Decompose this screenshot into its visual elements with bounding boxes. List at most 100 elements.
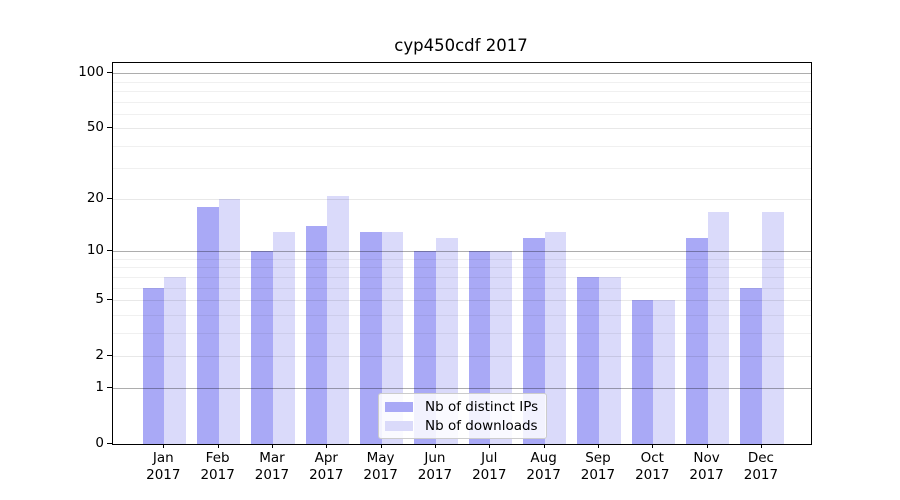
gridline xyxy=(113,267,811,269)
x-tick-month: Feb xyxy=(205,450,230,466)
x-axis-tick-label: Jun 2017 xyxy=(405,450,465,483)
bar-downloads-oct xyxy=(653,300,675,444)
y-axis-tick-label: 10 xyxy=(86,242,104,259)
bar-distinct-ips-may xyxy=(359,231,382,444)
y-axis-tick-label: 2 xyxy=(95,346,104,363)
gridline xyxy=(113,199,811,201)
bar-downloads-dec xyxy=(761,211,784,444)
x-tick-month: Jan xyxy=(152,450,174,466)
x-tick-mark xyxy=(217,444,219,448)
bar-downloads-may xyxy=(381,231,404,444)
x-tick-month: Jun xyxy=(424,450,446,466)
gridline xyxy=(113,81,811,83)
gridline xyxy=(113,145,811,147)
bar-distinct-ips-nov xyxy=(685,237,708,444)
x-tick-year: 2017 xyxy=(417,466,453,483)
x-axis-tick-label: May 2017 xyxy=(351,450,411,483)
x-tick-year: 2017 xyxy=(146,466,181,483)
y-axis-tick-label: 100 xyxy=(78,64,104,81)
legend-label: Nb of distinct IPs xyxy=(425,398,539,415)
x-tick-month: Nov xyxy=(693,450,720,466)
y-axis-tick-label: 50 xyxy=(86,119,104,136)
y-axis-tick-label: 0 xyxy=(95,435,104,451)
y-axis-tick-label: 1 xyxy=(95,379,104,396)
x-tick-mark xyxy=(326,444,328,448)
gridline xyxy=(113,332,811,334)
bar-distinct-ips-oct xyxy=(631,300,654,444)
legend-swatch xyxy=(385,401,413,412)
x-tick-year: 2017 xyxy=(363,466,398,483)
legend-item: Nb of distinct IPs xyxy=(385,397,546,416)
y-axis-tick-label: 5 xyxy=(95,291,104,308)
gridline xyxy=(113,355,811,357)
x-tick-year: 2017 xyxy=(526,466,561,483)
plot-area xyxy=(112,62,812,445)
x-axis-tick-label: Dec 2017 xyxy=(731,450,791,483)
x-tick-month: Oct xyxy=(640,450,664,466)
x-tick-mark xyxy=(163,444,165,448)
x-tick-month: Sep xyxy=(585,450,611,466)
x-axis-tick-label: Aug 2017 xyxy=(514,450,574,483)
x-axis-tick-label: Sep 2017 xyxy=(568,450,628,483)
bar-distinct-ips-feb xyxy=(196,207,219,444)
bar-distinct-ips-jan xyxy=(142,287,165,444)
x-tick-mark xyxy=(434,444,436,448)
x-tick-year: 2017 xyxy=(309,466,344,483)
x-tick-month: Jul xyxy=(481,450,498,466)
gridline xyxy=(113,251,811,253)
x-tick-year: 2017 xyxy=(689,466,724,483)
x-tick-year: 2017 xyxy=(200,466,235,483)
bar-distinct-ips-mar xyxy=(251,251,273,444)
y-tick-mark xyxy=(107,72,112,74)
bar-downloads-mar xyxy=(272,231,295,444)
x-tick-mark xyxy=(271,444,273,448)
legend-swatch xyxy=(385,420,413,431)
x-tick-mark xyxy=(760,444,762,448)
chart-title: cyp450cdf 2017 xyxy=(394,36,528,55)
x-tick-month: Dec xyxy=(747,450,774,466)
x-tick-mark xyxy=(706,444,708,448)
x-axis-tick-label: Jan 2017 xyxy=(133,450,193,483)
bar-distinct-ips-aug xyxy=(522,237,545,444)
gridline xyxy=(113,259,811,260)
x-tick-month: May xyxy=(366,450,395,466)
bar-distinct-ips-dec xyxy=(740,287,762,444)
y-tick-mark xyxy=(107,250,112,252)
y-tick-mark xyxy=(107,299,112,301)
gridline xyxy=(113,388,811,390)
y-tick-mark xyxy=(107,443,112,444)
x-tick-year: 2017 xyxy=(743,466,779,483)
y-axis-tick-label: 20 xyxy=(86,190,104,207)
legend-item: Nb of downloads xyxy=(385,416,546,435)
bar-downloads-aug xyxy=(544,231,567,444)
bar-downloads-nov xyxy=(707,211,730,444)
gridline xyxy=(113,168,811,170)
y-tick-mark xyxy=(107,198,112,200)
x-axis-tick-label: Jul 2017 xyxy=(459,450,519,483)
x-tick-mark xyxy=(489,444,491,448)
bar-downloads-jun xyxy=(435,237,458,444)
bar-downloads-sep xyxy=(598,276,621,444)
bar-downloads-apr xyxy=(327,195,349,444)
x-tick-month: Apr xyxy=(314,450,338,466)
x-axis-tick-label: Feb 2017 xyxy=(188,450,248,483)
x-axis-tick-label: Apr 2017 xyxy=(296,450,356,483)
x-tick-year: 2017 xyxy=(254,466,290,483)
bar-downloads-feb xyxy=(218,199,241,444)
x-tick-year: 2017 xyxy=(472,466,507,483)
gridline xyxy=(113,128,811,130)
x-axis-tick-label: Mar 2017 xyxy=(242,450,302,483)
gridline xyxy=(113,314,811,316)
x-tick-mark xyxy=(597,444,599,448)
legend-label: Nb of downloads xyxy=(425,417,538,434)
gridline xyxy=(113,101,811,103)
x-tick-month: Aug xyxy=(530,450,557,466)
y-tick-mark xyxy=(107,354,112,356)
x-tick-year: 2017 xyxy=(580,466,616,483)
gridline xyxy=(113,73,811,75)
gridline xyxy=(113,113,811,115)
x-tick-month: Mar xyxy=(259,450,285,466)
gridline xyxy=(113,300,811,302)
y-tick-mark xyxy=(107,387,112,389)
